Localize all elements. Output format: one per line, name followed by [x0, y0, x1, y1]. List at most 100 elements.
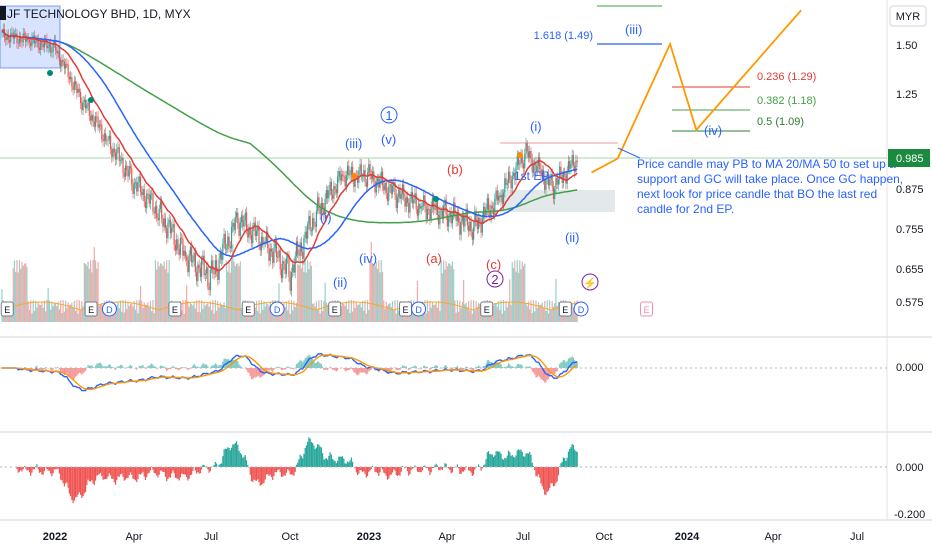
macd-histogram-bar: [70, 368, 72, 379]
dividend-marker[interactable]: [269, 301, 285, 317]
earnings-marker[interactable]: [84, 301, 98, 317]
momentum-bar: [133, 467, 135, 480]
momentum-bar: [27, 467, 29, 471]
momentum-bar: [423, 465, 425, 467]
candle-body: [86, 104, 88, 109]
candle-body: [137, 181, 139, 192]
macd-histogram-bar: [571, 356, 573, 368]
earnings-marker[interactable]: [0, 301, 14, 317]
volume-bar: [537, 302, 540, 322]
time-tick: Jul: [204, 531, 218, 543]
macd-histogram-bar: [242, 368, 244, 369]
macd-histogram-bar: [107, 365, 109, 368]
volume-bar: [318, 300, 320, 322]
momentum-bar: [322, 453, 324, 467]
volume-bar: [466, 307, 468, 322]
momentum-bar: [345, 463, 347, 467]
momentum-bar: [128, 467, 130, 476]
volume-bar: [504, 310, 506, 322]
candle-body: [309, 215, 311, 231]
earnings-marker[interactable]: [168, 301, 182, 317]
candle-body: [386, 192, 389, 201]
candle-body: [521, 154, 523, 164]
macd-histogram-bar: [258, 368, 260, 377]
momentum-bar: [188, 467, 190, 479]
volume-bar: [273, 312, 275, 322]
momentum-bar: [564, 458, 566, 467]
earnings-marker[interactable]: [328, 301, 342, 317]
momentum-bar: [400, 467, 402, 472]
event-marker-letter: D: [106, 305, 113, 315]
macd-histogram-bar: [192, 365, 194, 368]
macd-histogram-bar: [506, 365, 508, 368]
candle-body: [211, 260, 213, 271]
earnings-marker[interactable]: [640, 301, 654, 317]
macd-histogram-bar: [212, 365, 214, 368]
macd-histogram-bar: [159, 365, 162, 368]
earnings-marker[interactable]: [480, 301, 494, 317]
macd-histogram-bar: [193, 363, 195, 368]
candle-body: [366, 172, 369, 187]
earnings-marker[interactable]: [241, 301, 255, 317]
momentum-bar: [247, 465, 249, 467]
volume-bar: [99, 304, 102, 322]
candle-body: [539, 156, 541, 170]
volume-bar: [260, 300, 263, 322]
momentum-bar: [500, 453, 502, 467]
momentum-bar: [308, 437, 310, 467]
momentum-bar: [389, 467, 391, 476]
volume-bar: [161, 263, 163, 322]
candle-body: [77, 88, 79, 94]
candle-body: [197, 264, 199, 282]
macd-histogram-bar: [91, 365, 93, 368]
volume-bar: [542, 307, 545, 322]
dividend-marker[interactable]: [411, 301, 427, 317]
macd-histogram-bar: [325, 368, 327, 370]
momentum-bar: [108, 467, 110, 474]
volume-bar: [373, 263, 375, 322]
dividend-marker[interactable]: [101, 301, 117, 317]
momentum-bar: [413, 467, 415, 468]
momentum-bar: [470, 467, 472, 473]
annotation-pointer: [617, 147, 641, 159]
candle-body: [78, 88, 80, 93]
macd-histogram-bar: [424, 365, 426, 368]
candle-body: [381, 171, 384, 186]
volume-bar: [22, 265, 24, 322]
momentum-bar: [288, 467, 290, 471]
momentum-bar: [490, 454, 492, 467]
volume-bar: [67, 302, 69, 322]
candle-body: [497, 195, 500, 201]
macd-histogram-bar: [445, 365, 447, 368]
candle-body: [220, 252, 223, 260]
lightning-icon[interactable]: [581, 273, 599, 291]
macd-histogram-bar: [411, 366, 414, 368]
momentum-bar: [305, 445, 308, 467]
candle-body: [413, 199, 415, 204]
momentum-bar: [350, 457, 352, 467]
macd-histogram-bar: [122, 366, 124, 368]
macd-histogram-bar: [247, 368, 249, 373]
candle-body: [499, 195, 501, 198]
wave-label-v: (v): [381, 132, 396, 147]
dividend-marker[interactable]: [573, 301, 589, 317]
volume-bar: [509, 279, 511, 322]
macd-histogram-bar: [233, 359, 235, 368]
macd-histogram-bar: [540, 368, 542, 380]
currency-button[interactable]: [889, 5, 927, 27]
volume-bar: [423, 309, 425, 322]
macd-histogram-bar: [511, 366, 513, 368]
macd-histogram-bar: [58, 368, 60, 370]
candle-body: [191, 246, 193, 263]
candle-body: [346, 165, 349, 176]
macd-histogram-bar: [569, 357, 571, 368]
macd-histogram-bar: [453, 367, 455, 368]
macd-histogram-bar: [482, 365, 485, 368]
momentum-bar: [448, 467, 450, 469]
volume-bar: [460, 308, 462, 322]
earnings-marker[interactable]: [558, 301, 572, 317]
candle-body: [154, 205, 157, 214]
momentum-bar: [337, 460, 339, 467]
candle-body: [98, 124, 100, 128]
macd-histogram-bar: [139, 366, 142, 368]
